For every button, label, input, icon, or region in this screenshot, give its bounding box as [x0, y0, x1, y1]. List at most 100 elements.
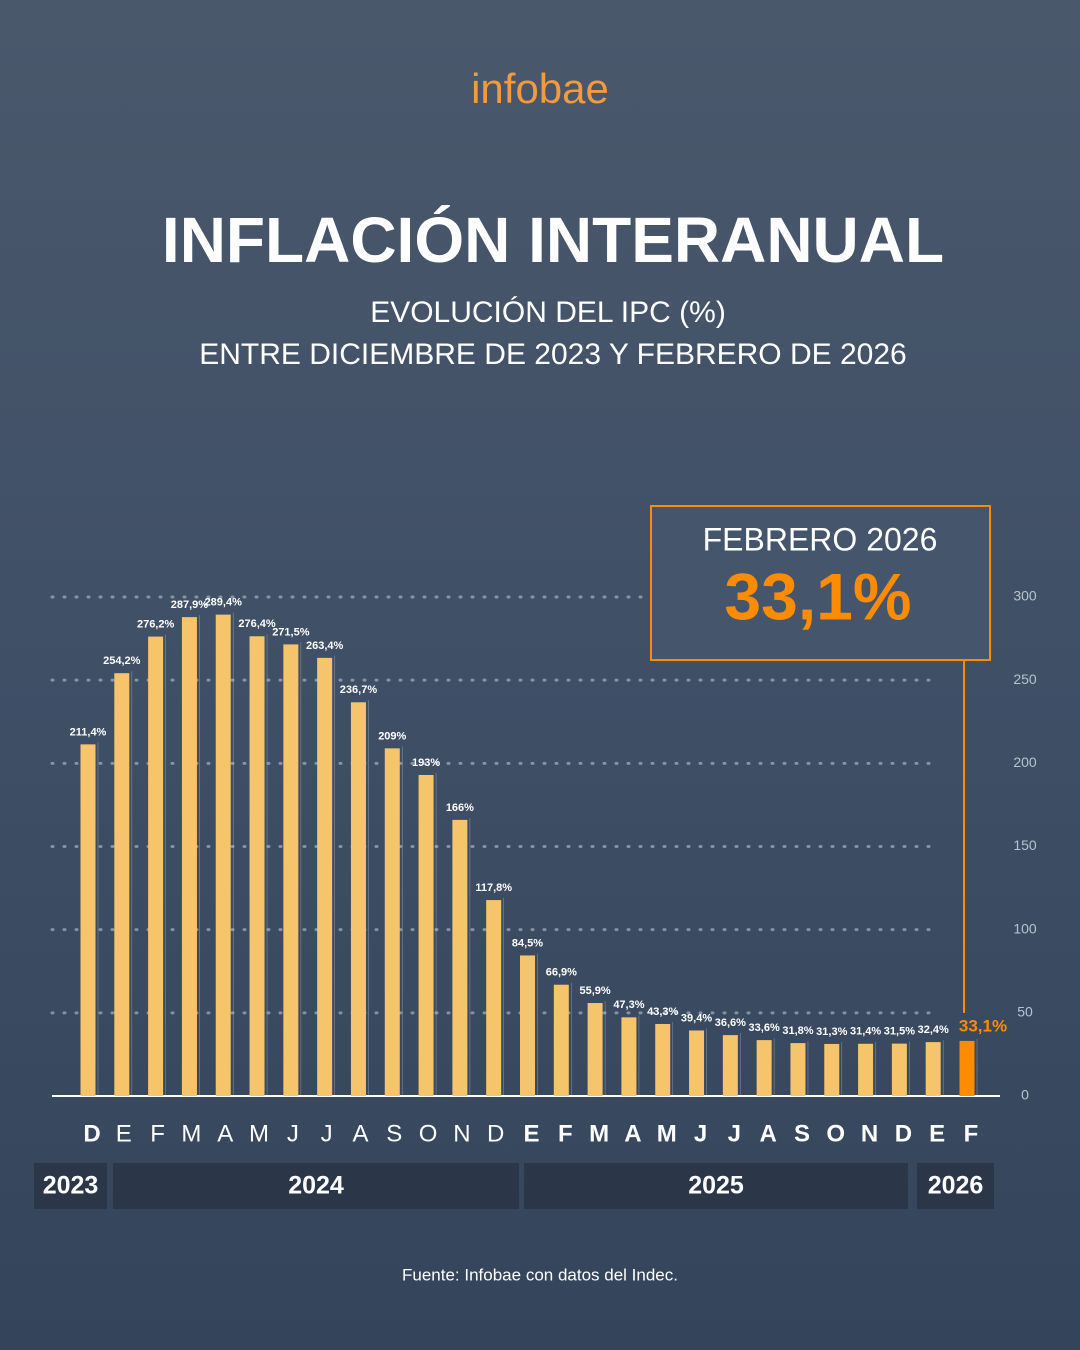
value-label: 43,3% — [647, 1006, 678, 1018]
x-tick-label: J — [287, 1120, 299, 1147]
x-tick-label: M — [657, 1120, 677, 1147]
x-tick-label: N — [861, 1120, 878, 1147]
value-label: 32,4% — [918, 1024, 949, 1036]
bar — [520, 955, 535, 1096]
value-label: 287,9% — [171, 599, 209, 611]
bar — [824, 1043, 840, 1096]
x-tick-label: F — [558, 1120, 573, 1147]
bar — [925, 1042, 941, 1096]
value-label: 66,9% — [546, 967, 577, 979]
bar — [148, 636, 164, 1096]
y-tick-label: 150 — [1013, 837, 1037, 853]
bar — [621, 1017, 637, 1096]
value-label: 31,4% — [850, 1026, 881, 1038]
x-tick-label: D — [487, 1120, 504, 1147]
x-tick-label: J — [694, 1120, 707, 1147]
x-tick-label: N — [453, 1120, 470, 1147]
bar — [418, 774, 434, 1096]
source: Fuente: Infobae con datos del Indec. — [402, 1265, 678, 1284]
value-label: 47,3% — [613, 999, 644, 1011]
x-tick-label: A — [217, 1120, 233, 1147]
bar — [384, 748, 400, 1096]
value-label: 271,5% — [272, 626, 310, 638]
year-label: 2026 — [928, 1172, 984, 1200]
x-tick-label: M — [589, 1120, 609, 1147]
year-band — [34, 1163, 107, 1209]
year-label: 2023 — [43, 1172, 99, 1200]
value-label: 31,8% — [782, 1025, 813, 1037]
chart-title: INFLACIÓN INTERANUAL — [162, 204, 944, 276]
bar — [350, 702, 366, 1096]
x-tick-label: S — [386, 1120, 402, 1147]
value-label: 33,6% — [749, 1022, 780, 1034]
y-tick-label: 250 — [1013, 671, 1037, 687]
x-tick-label: E — [929, 1120, 945, 1147]
year-label: 2024 — [288, 1172, 344, 1200]
x-tick-label: O — [419, 1120, 438, 1147]
x-tick-label: M — [181, 1120, 201, 1147]
x-tick-label: J — [321, 1120, 333, 1147]
y-tick-label: 50 — [1017, 1004, 1033, 1020]
value-label: 55,9% — [580, 985, 611, 997]
x-tick-label: F — [964, 1120, 979, 1147]
value-label: 36,6% — [715, 1017, 746, 1029]
value-label: 254,2% — [103, 655, 141, 667]
bar — [283, 644, 299, 1096]
value-label: 276,2% — [137, 618, 175, 630]
year-label: 2025 — [688, 1172, 744, 1200]
x-tick-label: E — [116, 1120, 132, 1147]
bar — [891, 1043, 907, 1096]
value-label: 236,7% — [340, 684, 378, 696]
x-tick-label: A — [759, 1120, 776, 1147]
x-tick-label: E — [523, 1120, 539, 1147]
value-label: 211,4% — [70, 726, 107, 738]
x-tick-label: S — [794, 1120, 810, 1147]
bar — [655, 1023, 671, 1096]
bar — [317, 657, 333, 1096]
bar — [587, 1003, 603, 1096]
bar — [486, 900, 502, 1096]
value-label: 117,8% — [475, 882, 512, 894]
bar — [858, 1043, 874, 1096]
value-label: 263,4% — [306, 640, 344, 652]
value-label: 39,4% — [681, 1012, 712, 1024]
bar — [722, 1035, 738, 1096]
value-label: 289,4% — [205, 597, 243, 609]
bar — [215, 614, 231, 1096]
value-label: 166% — [446, 802, 474, 814]
value-label: 84,5% — [512, 937, 543, 949]
value-label-highlight: 33,1% — [959, 1016, 1007, 1035]
value-label: 31,5% — [884, 1026, 915, 1038]
value-label: 276,4% — [238, 618, 276, 630]
value-label: 193% — [412, 757, 440, 769]
bar — [249, 636, 265, 1096]
subtitle: EVOLUCIÓN DEL IPC (%) — [370, 296, 726, 329]
bar — [790, 1043, 806, 1096]
x-tick-label: A — [352, 1120, 368, 1147]
x-tick-label: O — [826, 1120, 845, 1147]
year-band — [524, 1163, 908, 1209]
y-tick-label: 300 — [1013, 588, 1037, 604]
bar — [114, 673, 130, 1096]
bar — [756, 1040, 772, 1096]
callout-box — [650, 505, 991, 661]
bar — [80, 744, 96, 1096]
x-tick-label: A — [624, 1120, 641, 1147]
x-tick-label: M — [249, 1120, 269, 1147]
x-tick-label: D — [83, 1120, 100, 1147]
bar — [452, 819, 468, 1096]
y-tick-label: 200 — [1013, 754, 1037, 770]
year-band — [113, 1163, 519, 1209]
value-label: 209% — [378, 730, 406, 742]
bar — [181, 617, 197, 1096]
bar — [689, 1030, 705, 1096]
y-tick-label: 0 — [1021, 1087, 1029, 1103]
year-band — [917, 1163, 994, 1209]
x-tick-label: D — [895, 1120, 912, 1147]
subtitle: ENTRE DICIEMBRE DE 2023 Y FEBRERO DE 202… — [199, 338, 906, 371]
callout-value: 33,1% — [724, 559, 911, 633]
bar — [553, 984, 569, 1096]
